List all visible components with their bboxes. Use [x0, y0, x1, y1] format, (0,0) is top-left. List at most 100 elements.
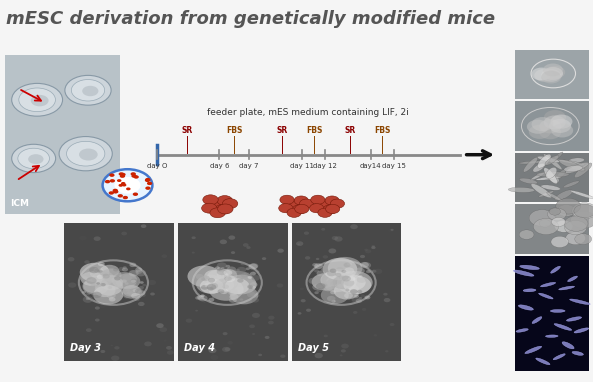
- Circle shape: [384, 298, 390, 302]
- Circle shape: [120, 173, 126, 176]
- Circle shape: [371, 245, 375, 248]
- Circle shape: [294, 196, 308, 205]
- Ellipse shape: [546, 167, 557, 179]
- Circle shape: [83, 280, 104, 293]
- Circle shape: [135, 269, 142, 274]
- Circle shape: [230, 280, 236, 283]
- Circle shape: [219, 288, 228, 294]
- Circle shape: [19, 88, 55, 112]
- Ellipse shape: [562, 342, 574, 349]
- Circle shape: [541, 69, 561, 82]
- Bar: [515, 256, 589, 371]
- Circle shape: [217, 281, 234, 291]
- Circle shape: [326, 275, 348, 289]
- Circle shape: [391, 229, 394, 231]
- Ellipse shape: [531, 172, 545, 180]
- Circle shape: [529, 125, 551, 139]
- Circle shape: [194, 350, 199, 352]
- Circle shape: [221, 267, 225, 269]
- Circle shape: [330, 300, 334, 303]
- Circle shape: [529, 210, 555, 227]
- Circle shape: [388, 229, 393, 232]
- Circle shape: [371, 246, 375, 249]
- Circle shape: [136, 270, 146, 276]
- Circle shape: [86, 298, 90, 300]
- Circle shape: [246, 267, 250, 270]
- Circle shape: [211, 274, 238, 291]
- Circle shape: [105, 180, 110, 183]
- Circle shape: [59, 136, 112, 171]
- Circle shape: [81, 272, 103, 286]
- Circle shape: [133, 193, 138, 196]
- Ellipse shape: [551, 266, 560, 273]
- Circle shape: [557, 205, 576, 217]
- Circle shape: [71, 79, 104, 101]
- Circle shape: [329, 269, 337, 274]
- Circle shape: [100, 304, 106, 308]
- Circle shape: [254, 294, 260, 298]
- Circle shape: [344, 280, 355, 286]
- Circle shape: [240, 298, 243, 301]
- Circle shape: [330, 269, 336, 273]
- Circle shape: [100, 265, 119, 277]
- Circle shape: [324, 335, 328, 337]
- Circle shape: [123, 196, 128, 199]
- Circle shape: [249, 291, 257, 296]
- Circle shape: [203, 195, 218, 205]
- Circle shape: [305, 256, 310, 260]
- Circle shape: [97, 275, 103, 279]
- Circle shape: [229, 270, 237, 274]
- Circle shape: [107, 286, 112, 289]
- Circle shape: [145, 178, 151, 181]
- Circle shape: [304, 231, 309, 235]
- Circle shape: [83, 296, 93, 303]
- Circle shape: [95, 319, 100, 322]
- Circle shape: [348, 272, 359, 278]
- Circle shape: [82, 278, 109, 295]
- Circle shape: [228, 341, 233, 345]
- Circle shape: [345, 288, 349, 291]
- Circle shape: [279, 204, 293, 213]
- Circle shape: [244, 272, 251, 277]
- Circle shape: [320, 271, 348, 289]
- Circle shape: [200, 294, 205, 297]
- Circle shape: [100, 350, 106, 353]
- Circle shape: [541, 71, 561, 84]
- Circle shape: [81, 276, 88, 280]
- Circle shape: [122, 285, 142, 299]
- Circle shape: [575, 234, 592, 244]
- Circle shape: [268, 321, 274, 324]
- Circle shape: [547, 208, 566, 220]
- Ellipse shape: [564, 165, 582, 172]
- Circle shape: [132, 174, 137, 178]
- Circle shape: [531, 117, 553, 131]
- Ellipse shape: [559, 160, 585, 171]
- Circle shape: [300, 288, 304, 290]
- Circle shape: [540, 119, 562, 133]
- Circle shape: [217, 196, 232, 206]
- Circle shape: [197, 295, 204, 300]
- Circle shape: [224, 270, 232, 275]
- Circle shape: [195, 310, 198, 312]
- Circle shape: [357, 290, 362, 293]
- Circle shape: [200, 278, 224, 294]
- Circle shape: [306, 309, 311, 312]
- Ellipse shape: [541, 282, 556, 287]
- Circle shape: [103, 169, 152, 201]
- Circle shape: [336, 277, 356, 290]
- Circle shape: [358, 275, 362, 278]
- Ellipse shape: [525, 346, 541, 354]
- Circle shape: [113, 189, 118, 192]
- Circle shape: [28, 154, 43, 164]
- Circle shape: [344, 293, 353, 298]
- Circle shape: [97, 270, 103, 273]
- Text: day O: day O: [147, 163, 167, 169]
- Circle shape: [551, 217, 566, 227]
- Circle shape: [229, 298, 237, 303]
- Circle shape: [116, 281, 123, 285]
- Circle shape: [12, 144, 56, 173]
- Circle shape: [196, 274, 204, 279]
- Circle shape: [218, 204, 233, 214]
- Circle shape: [94, 269, 101, 273]
- Circle shape: [145, 179, 150, 182]
